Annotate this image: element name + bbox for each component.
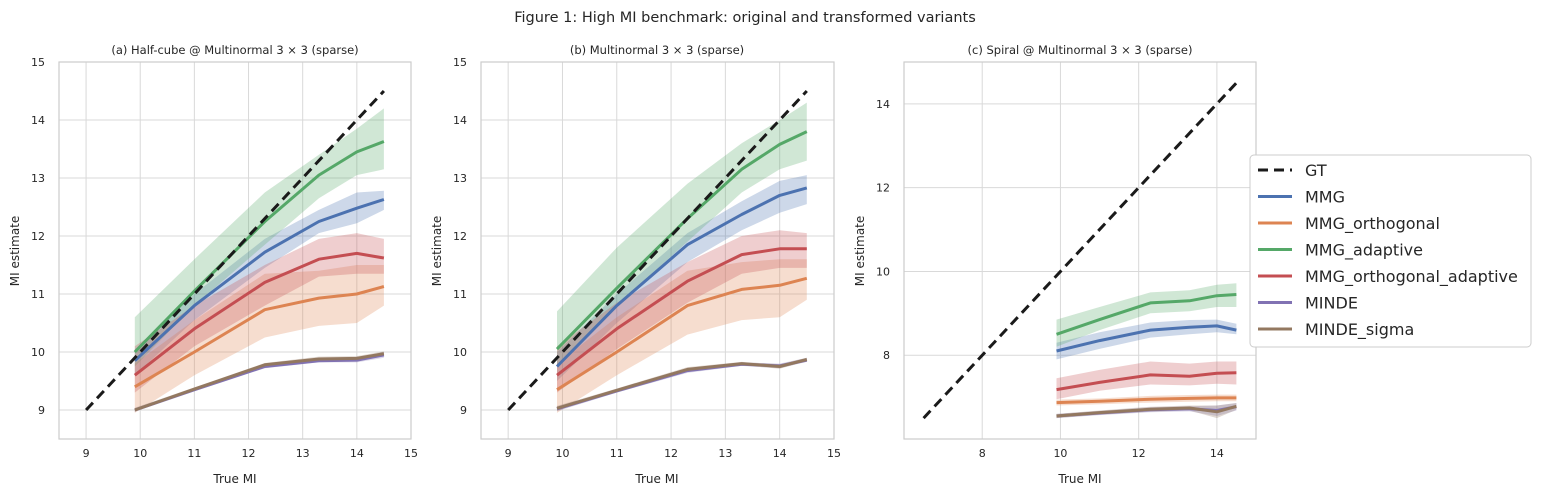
series-line-mmg-orthogonal-adaptive — [556, 247, 807, 377]
series-line-gt — [85, 89, 385, 412]
y-tick-label: 14 — [453, 114, 467, 127]
y-tick-label: 12 — [876, 182, 890, 195]
y-tick-label: 12 — [453, 230, 467, 243]
x-tick-label: 14 — [1210, 447, 1224, 460]
series-band-mmg — [557, 175, 807, 381]
y-axis-label: MI estimate — [430, 216, 444, 287]
series-line-mmg-orthogonal — [1056, 396, 1237, 405]
y-tick-label: 15 — [31, 56, 45, 69]
x-tick-label: 11 — [610, 447, 624, 460]
panel-title: (a) Half-cube @ Multinormal 3 × 3 (spars… — [111, 43, 358, 57]
x-tick-label: 9 — [505, 447, 512, 460]
series-line-minde-sigma — [1056, 404, 1237, 418]
series-line-mmg — [555, 186, 808, 368]
panel-title: (b) Multinormal 3 × 3 (sparse) — [570, 43, 744, 57]
series-band-mmg-orthogonal-adaptive — [1056, 361, 1237, 400]
x-tick-label: 14 — [773, 447, 787, 460]
chart-panel-a: (a) Half-cube @ Multinormal 3 × 3 (spars… — [8, 43, 418, 486]
y-tick-label: 9 — [38, 404, 45, 417]
y-tick-label: 10 — [876, 265, 890, 278]
legend-label: MMG_orthogonal — [1305, 214, 1440, 234]
legend-label: MINDE_sigma — [1305, 320, 1414, 340]
y-tick-label: 13 — [453, 172, 467, 185]
series-band-mmg — [1056, 319, 1237, 360]
y-tick-label: 14 — [31, 114, 45, 127]
x-axis-label: True MI — [1057, 472, 1101, 486]
x-tick-label: 8 — [979, 447, 986, 460]
legend-label: MINDE — [1305, 294, 1358, 313]
x-tick-label: 11 — [187, 447, 201, 460]
figure-title: Figure 1: High MI benchmark: original an… — [514, 10, 976, 26]
series-line-minde-sigma — [556, 358, 808, 410]
y-axis-label: MI estimate — [8, 216, 22, 287]
series-line-minde-sigma — [134, 352, 385, 412]
series-line-gt — [507, 89, 808, 412]
series-line-mmg-orthogonal-adaptive — [1056, 371, 1237, 392]
y-tick-label: 10 — [31, 346, 45, 359]
x-tick-label: 10 — [555, 447, 569, 460]
series-line-mmg-adaptive — [133, 140, 385, 354]
legend-box — [1249, 154, 1532, 348]
legend-label: MMG_orthogonal_adaptive — [1305, 267, 1518, 287]
x-axis-label: True MI — [634, 472, 678, 486]
y-tick-label: 9 — [460, 404, 467, 417]
x-tick-label: 13 — [718, 447, 732, 460]
series-line-mmg-orthogonal — [556, 276, 808, 391]
y-axis-label: MI estimate — [853, 216, 867, 287]
panel-title: (c) Spiral @ Multinormal 3 × 3 (sparse) — [968, 43, 1193, 57]
y-tick-label: 14 — [876, 98, 890, 111]
x-tick-label: 12 — [1132, 447, 1146, 460]
y-tick-label: 13 — [31, 172, 45, 185]
x-tick-label: 10 — [1053, 447, 1067, 460]
series-line-gt — [922, 81, 1238, 420]
x-tick-label: 15 — [827, 447, 841, 460]
legend-label: GT — [1305, 161, 1327, 180]
y-tick-label: 15 — [453, 56, 467, 69]
x-tick-label: 14 — [350, 447, 364, 460]
series-line-mmg-adaptive — [555, 130, 808, 351]
plot-frame — [480, 61, 835, 440]
series-line-mmg — [133, 198, 385, 362]
legend-label: MMG_adaptive — [1305, 241, 1423, 261]
x-tick-label: 15 — [404, 447, 418, 460]
series-band-mmg — [134, 190, 384, 376]
chart-panel-c: (c) Spiral @ Multinormal 3 × 3 (sparse) … — [853, 43, 1257, 486]
x-axis-label: True MI — [212, 472, 256, 486]
series-band-mmg-orthogonal-adaptive — [557, 230, 807, 393]
plot-frame — [58, 61, 412, 440]
series-line-mmg-orthogonal — [134, 285, 385, 389]
legend: GT MMG MMG_orthogonal MMG_adaptive MMG_ortho… — [1249, 154, 1532, 348]
x-tick-label: 13 — [296, 447, 310, 460]
x-tick-label: 9 — [83, 447, 90, 460]
y-tick-label: 8 — [883, 349, 890, 362]
series-line-mmg-orthogonal-adaptive — [133, 251, 385, 377]
series-band-mmg-orthogonal — [557, 259, 807, 413]
series-line-mmg — [1056, 324, 1237, 353]
y-tick-label: 11 — [453, 288, 467, 301]
x-tick-label: 10 — [133, 447, 147, 460]
x-tick-label: 12 — [242, 447, 256, 460]
y-tick-label: 11 — [31, 288, 45, 301]
chart-panel-b: (b) Multinormal 3 × 3 (sparse) True MI M… — [430, 43, 841, 486]
series-band-mmg-orthogonal — [134, 265, 384, 413]
y-tick-label: 10 — [453, 346, 467, 359]
legend-label: MMG — [1305, 188, 1345, 207]
series-line-mmg-adaptive — [1056, 293, 1237, 336]
y-tick-label: 12 — [31, 230, 45, 243]
x-tick-label: 12 — [664, 447, 678, 460]
series-band-mmg-orthogonal-adaptive — [134, 233, 384, 393]
